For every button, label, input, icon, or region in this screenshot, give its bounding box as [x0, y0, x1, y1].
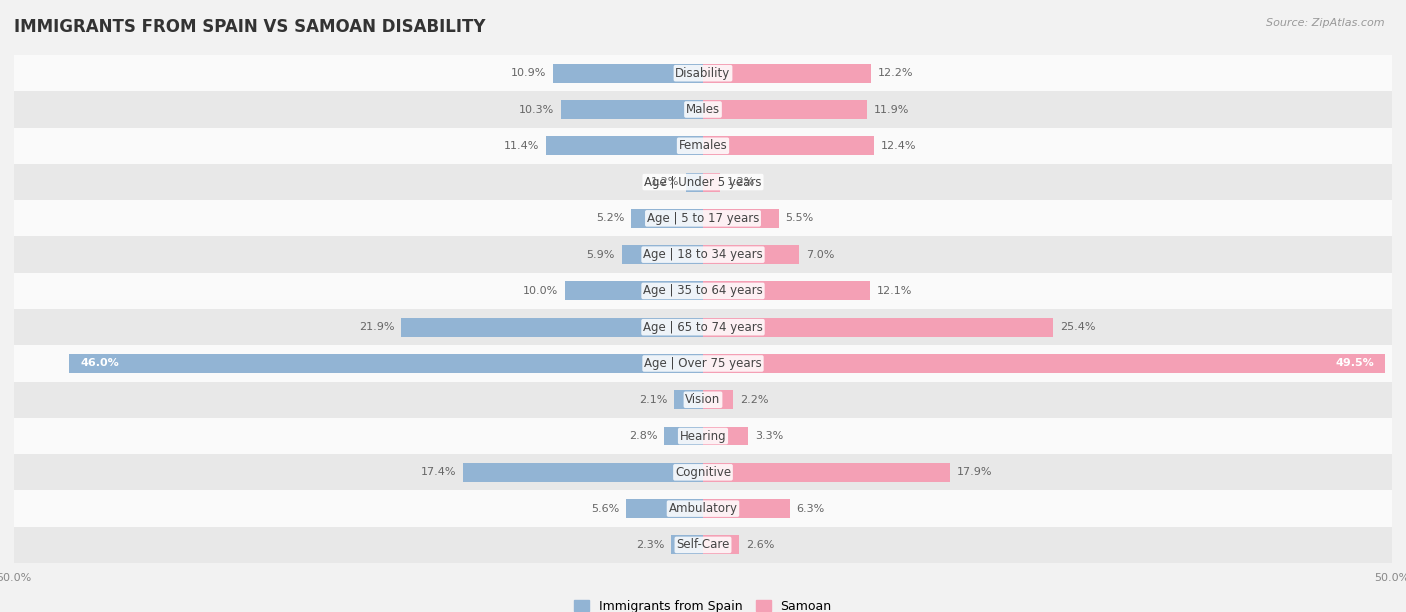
Bar	[673, 390, 703, 409]
Text: 2.6%: 2.6%	[745, 540, 775, 550]
Text: 10.9%: 10.9%	[510, 68, 546, 78]
Legend: Immigrants from Spain, Samoan: Immigrants from Spain, Samoan	[569, 595, 837, 612]
Bar	[14, 454, 1392, 490]
Text: 12.1%: 12.1%	[876, 286, 912, 296]
Text: 2.1%: 2.1%	[638, 395, 668, 405]
Bar	[703, 64, 872, 83]
Bar	[14, 382, 1392, 418]
Bar	[703, 463, 949, 482]
Text: Disability: Disability	[675, 67, 731, 80]
Text: Age | 5 to 17 years: Age | 5 to 17 years	[647, 212, 759, 225]
Text: Age | Under 5 years: Age | Under 5 years	[644, 176, 762, 188]
Bar	[14, 527, 1392, 563]
Bar	[665, 427, 703, 446]
Bar	[14, 200, 1392, 236]
Text: 2.8%: 2.8%	[628, 431, 658, 441]
Bar	[565, 282, 703, 300]
Bar	[671, 536, 703, 554]
Bar	[14, 345, 1392, 382]
Bar	[463, 463, 703, 482]
Text: 11.4%: 11.4%	[503, 141, 538, 151]
Bar	[631, 209, 703, 228]
Text: 5.9%: 5.9%	[586, 250, 614, 259]
Text: Self-Care: Self-Care	[676, 539, 730, 551]
Bar	[561, 100, 703, 119]
Text: Age | Over 75 years: Age | Over 75 years	[644, 357, 762, 370]
Text: 46.0%: 46.0%	[80, 359, 120, 368]
Bar	[14, 309, 1392, 345]
Bar	[703, 536, 738, 554]
Bar	[14, 418, 1392, 454]
Bar	[703, 427, 748, 446]
Text: 5.2%: 5.2%	[596, 214, 624, 223]
Text: Males: Males	[686, 103, 720, 116]
Text: 7.0%: 7.0%	[807, 250, 835, 259]
Text: 3.3%: 3.3%	[755, 431, 783, 441]
Text: Females: Females	[679, 140, 727, 152]
Bar	[69, 354, 703, 373]
Text: 21.9%: 21.9%	[359, 322, 394, 332]
Bar	[14, 164, 1392, 200]
Bar	[703, 173, 720, 192]
Bar	[14, 91, 1392, 128]
Text: 2.3%: 2.3%	[636, 540, 665, 550]
Text: Vision: Vision	[685, 394, 721, 406]
Text: Cognitive: Cognitive	[675, 466, 731, 479]
Bar	[703, 318, 1053, 337]
Text: Age | 65 to 74 years: Age | 65 to 74 years	[643, 321, 763, 334]
Bar	[14, 273, 1392, 309]
Text: Hearing: Hearing	[679, 430, 727, 442]
Text: 11.9%: 11.9%	[875, 105, 910, 114]
Text: 12.4%: 12.4%	[880, 141, 917, 151]
Text: 5.5%: 5.5%	[786, 214, 814, 223]
Text: IMMIGRANTS FROM SPAIN VS SAMOAN DISABILITY: IMMIGRANTS FROM SPAIN VS SAMOAN DISABILI…	[14, 18, 485, 36]
Bar	[703, 100, 868, 119]
Bar	[703, 209, 779, 228]
Text: 49.5%: 49.5%	[1336, 359, 1374, 368]
Text: 1.2%: 1.2%	[651, 177, 679, 187]
Text: 2.2%: 2.2%	[740, 395, 769, 405]
Text: 5.6%: 5.6%	[591, 504, 619, 513]
Bar	[14, 128, 1392, 164]
Bar	[621, 245, 703, 264]
Text: 1.2%: 1.2%	[727, 177, 755, 187]
Bar	[703, 354, 1385, 373]
Bar	[14, 490, 1392, 527]
Text: 17.4%: 17.4%	[420, 468, 457, 477]
Bar	[686, 173, 703, 192]
Text: 17.9%: 17.9%	[956, 468, 993, 477]
Bar	[401, 318, 703, 337]
Bar	[14, 55, 1392, 91]
Text: 10.0%: 10.0%	[523, 286, 558, 296]
Text: 6.3%: 6.3%	[797, 504, 825, 513]
Bar	[553, 64, 703, 83]
Text: 25.4%: 25.4%	[1060, 322, 1095, 332]
Text: Age | 18 to 34 years: Age | 18 to 34 years	[643, 248, 763, 261]
Text: 12.2%: 12.2%	[877, 68, 914, 78]
Bar	[546, 136, 703, 155]
Bar	[626, 499, 703, 518]
Bar	[703, 499, 790, 518]
Text: Age | 35 to 64 years: Age | 35 to 64 years	[643, 285, 763, 297]
Bar	[703, 136, 875, 155]
Bar	[703, 390, 734, 409]
Bar	[14, 236, 1392, 273]
Text: 10.3%: 10.3%	[519, 105, 554, 114]
Bar	[703, 282, 870, 300]
Text: Source: ZipAtlas.com: Source: ZipAtlas.com	[1267, 18, 1385, 28]
Text: Ambulatory: Ambulatory	[668, 502, 738, 515]
Bar	[703, 245, 800, 264]
